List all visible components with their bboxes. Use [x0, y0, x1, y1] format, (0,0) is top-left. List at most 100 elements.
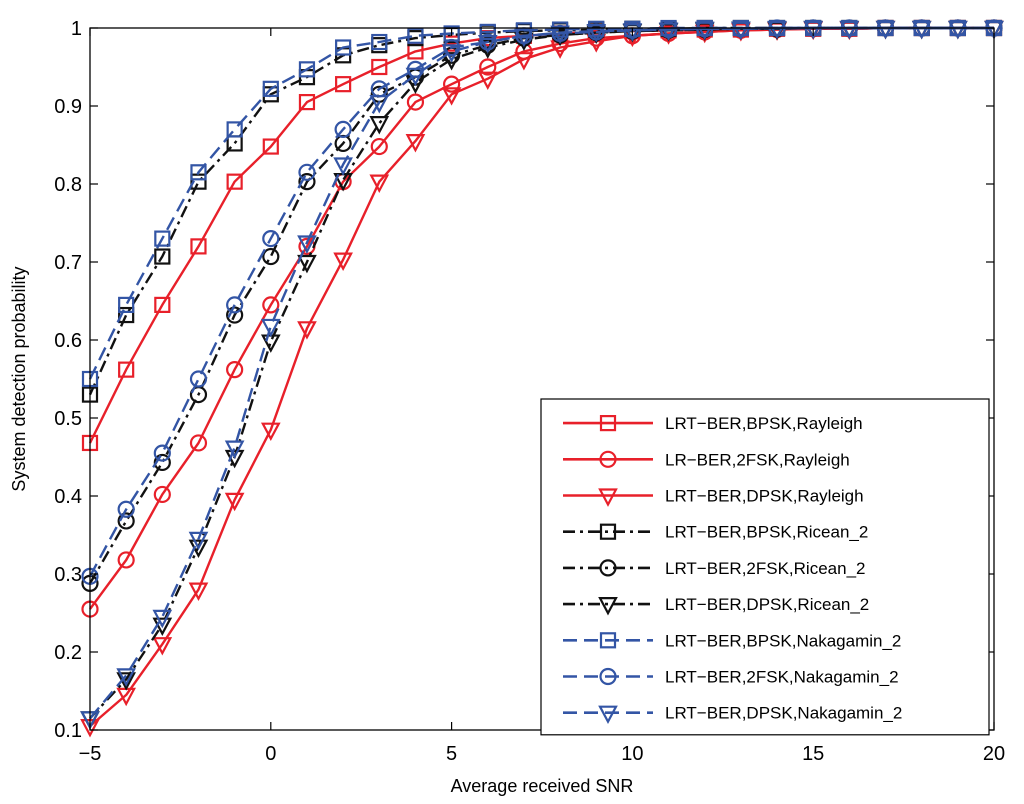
- x-tick-label: 5: [446, 743, 457, 765]
- data-point: [152, 609, 173, 629]
- data-point: [153, 453, 171, 472]
- y-tick-label: 0.8: [54, 174, 82, 196]
- data-point: [152, 637, 173, 656]
- legend-label: LRT−BER,DPSK,Nakagamin_2: [665, 704, 902, 723]
- data-point: [117, 551, 135, 569]
- y-tick-label: 0.7: [54, 252, 82, 274]
- legend-marker: [599, 559, 617, 577]
- legend-marker: [599, 450, 617, 468]
- x-tick-label: 15: [802, 743, 824, 765]
- data-point: [226, 296, 244, 314]
- data-point: [371, 58, 388, 76]
- data-point: [694, 21, 715, 41]
- legend-marker: [599, 667, 617, 686]
- y-tick-label: 1: [71, 18, 82, 40]
- y-tick-label: 0.9: [54, 96, 82, 118]
- data-point: [262, 230, 280, 248]
- data-point: [297, 321, 317, 340]
- data-point: [188, 531, 209, 551]
- data-point: [586, 24, 607, 43]
- data-point: [550, 25, 570, 45]
- data-point: [226, 173, 243, 190]
- data-point: [441, 52, 462, 71]
- data-point: [334, 120, 352, 138]
- data-point: [333, 157, 353, 176]
- data-point: [262, 247, 280, 266]
- data-point: [262, 296, 280, 314]
- data-point: [154, 296, 171, 313]
- legend-marker: [599, 523, 617, 540]
- data-point: [117, 512, 135, 530]
- data-point: [260, 318, 281, 338]
- data-point: [369, 174, 390, 193]
- data-point: [407, 27, 424, 44]
- data-point: [839, 20, 860, 40]
- data-point: [984, 20, 1004, 40]
- data-point: [226, 121, 243, 138]
- data-point: [118, 306, 135, 324]
- data-point: [370, 137, 388, 156]
- data-point: [371, 33, 388, 51]
- data-point: [224, 492, 245, 512]
- legend-label: LRT−BER,2FSK,Nakagamin_2: [665, 668, 899, 687]
- legend-marker: [599, 632, 617, 649]
- y-tick-label: 0.5: [54, 408, 82, 430]
- legend-label: LRT−BER,DPSK,Rayleigh: [665, 487, 864, 506]
- data-point: [767, 20, 787, 40]
- data-point: [875, 20, 896, 40]
- legend-label: LRT−BER,BPSK,Ricean_2: [665, 523, 868, 542]
- data-point: [153, 485, 171, 504]
- data-point: [298, 93, 316, 111]
- legend-label: LRT−BER,2FSK,Ricean_2: [665, 559, 865, 578]
- data-point: [189, 434, 208, 452]
- data-point: [803, 20, 824, 40]
- y-tick-label: 0.3: [54, 564, 82, 586]
- data-point: [335, 76, 352, 93]
- data-point: [224, 440, 245, 459]
- data-point: [694, 24, 715, 44]
- data-point: [260, 422, 281, 442]
- data-point: [369, 94, 390, 114]
- data-point: [479, 58, 497, 76]
- data-point: [443, 75, 461, 93]
- legend-marker: [599, 415, 617, 432]
- data-point: [116, 668, 136, 687]
- legend-label: LRT−BER,DPSK,Ricean_2: [665, 595, 869, 614]
- data-point: [477, 34, 498, 54]
- x-axis-label: Average received SNR: [451, 776, 634, 796]
- data-point: [948, 20, 968, 40]
- data-point: [154, 248, 171, 265]
- data-point: [441, 87, 462, 106]
- legend-marker: [598, 596, 618, 616]
- x-tick-label: 0: [265, 743, 276, 765]
- x-tick-label: 20: [983, 743, 1005, 765]
- data-point: [262, 138, 279, 155]
- data-point: [154, 230, 171, 247]
- data-point: [262, 80, 279, 97]
- data-point: [297, 254, 317, 274]
- y-tick-label: 0.2: [54, 642, 82, 664]
- x-tick-label: 10: [621, 743, 643, 765]
- data-point: [189, 370, 208, 388]
- data-point: [226, 361, 244, 379]
- legend-label: LRT−BER,BPSK,Nakagamin_2: [665, 631, 901, 650]
- legend-label: LR−BER,2FSK,Rayleigh: [665, 450, 850, 469]
- legend-marker: [598, 705, 618, 725]
- data-point: [731, 21, 751, 41]
- y-axis-label: System detection probability: [9, 266, 29, 491]
- data-point: [298, 163, 316, 181]
- data-point: [405, 67, 426, 87]
- data-point: [298, 173, 316, 191]
- data-point: [514, 52, 534, 71]
- data-point: [298, 61, 316, 78]
- data-point: [153, 444, 171, 462]
- data-point: [441, 44, 462, 63]
- legend-label: LRT−BER,BPSK,Rayleigh: [665, 414, 863, 433]
- legend-marker: [598, 488, 618, 507]
- data-point: [911, 20, 932, 40]
- data-point: [405, 134, 426, 153]
- data-point: [658, 22, 679, 41]
- data-point: [118, 296, 135, 313]
